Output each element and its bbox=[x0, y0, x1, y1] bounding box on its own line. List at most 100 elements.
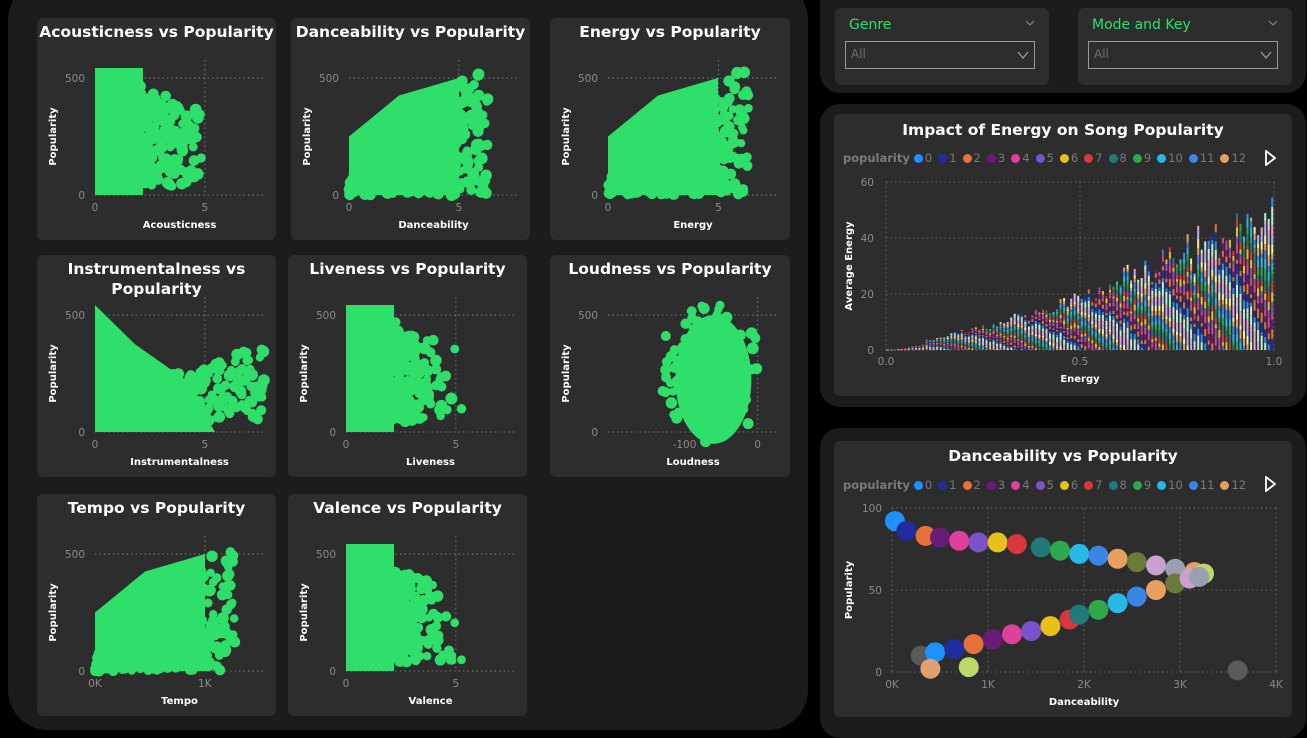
legend-item[interactable]: 12 bbox=[1220, 478, 1246, 492]
bar-segment bbox=[999, 336, 1002, 339]
legend-item[interactable]: 7 bbox=[1084, 478, 1103, 492]
bar-segment bbox=[1137, 291, 1140, 295]
bar-segment bbox=[960, 338, 963, 340]
bar-segment bbox=[1197, 335, 1200, 344]
legend-label: 2 bbox=[973, 478, 981, 492]
legend-item[interactable]: 12 bbox=[1220, 151, 1246, 165]
legend-item[interactable]: 10 bbox=[1157, 478, 1183, 492]
bar-segment bbox=[1073, 339, 1076, 344]
bar-segment bbox=[964, 342, 967, 344]
legend-item[interactable]: 0 bbox=[913, 151, 932, 165]
bar-segment bbox=[1087, 293, 1090, 297]
bar-segment bbox=[996, 347, 999, 349]
legend-item[interactable]: 2 bbox=[962, 478, 981, 492]
bar-segment bbox=[1257, 299, 1260, 304]
bar-segment bbox=[950, 343, 953, 345]
bar-segment bbox=[1112, 298, 1115, 303]
bar-segment bbox=[999, 326, 1002, 329]
chevron-down-icon[interactable] bbox=[1268, 18, 1278, 28]
bar-segment bbox=[1105, 296, 1108, 299]
bar-segment bbox=[964, 332, 967, 334]
bar-segment bbox=[1126, 333, 1129, 340]
bar-segment bbox=[1253, 322, 1256, 328]
play-icon[interactable] bbox=[1264, 476, 1276, 492]
legend-item[interactable]: 4 bbox=[1011, 151, 1030, 165]
bar-segment bbox=[1017, 318, 1020, 321]
legend-item[interactable]: 1 bbox=[938, 478, 957, 492]
bar-segment bbox=[943, 347, 946, 348]
bar-segment bbox=[1020, 340, 1023, 343]
legend-item[interactable]: 10 bbox=[1157, 151, 1183, 165]
play-icon[interactable] bbox=[1264, 150, 1276, 166]
bar-segment bbox=[1204, 343, 1207, 350]
bar-segment bbox=[1250, 268, 1253, 279]
legend-item[interactable]: 0 bbox=[913, 478, 932, 492]
data-point bbox=[925, 642, 946, 663]
bar-segment bbox=[1112, 339, 1115, 344]
legend-item[interactable]: 8 bbox=[1108, 478, 1127, 492]
data-point bbox=[218, 582, 227, 591]
legend-item[interactable]: 2 bbox=[962, 151, 981, 165]
bar-segment bbox=[1214, 275, 1217, 283]
bar-segment bbox=[1080, 317, 1083, 322]
data-point bbox=[425, 399, 436, 409]
bar-segment bbox=[1038, 322, 1041, 325]
chevron-down-icon[interactable] bbox=[1025, 18, 1035, 28]
bar-segment bbox=[1246, 213, 1249, 219]
data-point bbox=[1146, 580, 1166, 600]
legend-swatch bbox=[1084, 154, 1094, 163]
bar-segment bbox=[1017, 337, 1020, 339]
bar-segment bbox=[1158, 337, 1161, 344]
bar-segment bbox=[1236, 253, 1238, 260]
legend-item[interactable]: 5 bbox=[1035, 151, 1054, 165]
bar-segment bbox=[1236, 319, 1238, 328]
bar-segment bbox=[992, 339, 995, 342]
data-point bbox=[729, 81, 741, 93]
bar-segment bbox=[1147, 295, 1150, 301]
bar-segment bbox=[911, 346, 914, 348]
genre-dropdown-value: All bbox=[851, 47, 866, 61]
mode-key-dropdown[interactable]: All bbox=[1088, 41, 1278, 69]
legend-item[interactable]: 11 bbox=[1188, 478, 1214, 492]
bar-segment bbox=[939, 347, 942, 349]
bar-segment bbox=[1168, 344, 1171, 350]
legend-item[interactable]: 3 bbox=[986, 478, 1005, 492]
legend-item[interactable]: 6 bbox=[1059, 478, 1078, 492]
legend-item[interactable]: 4 bbox=[1011, 478, 1030, 492]
bar-segment bbox=[1260, 312, 1263, 323]
bar-segment bbox=[1197, 239, 1200, 249]
legend-item[interactable]: 3 bbox=[986, 151, 1005, 165]
bar-segment bbox=[999, 347, 1002, 349]
bar-segment bbox=[1172, 328, 1175, 333]
bar-segment bbox=[1137, 329, 1140, 332]
data-point bbox=[184, 382, 194, 391]
bar-segment bbox=[1151, 282, 1154, 285]
bar-segment bbox=[1027, 330, 1030, 333]
bar-segment bbox=[1197, 309, 1200, 316]
bar-segment bbox=[1218, 318, 1221, 322]
legend-item[interactable]: 1 bbox=[938, 151, 957, 165]
legend-item[interactable]: 8 bbox=[1108, 151, 1127, 165]
bar-segment bbox=[1020, 338, 1023, 341]
bar-segment bbox=[1024, 321, 1027, 323]
genre-dropdown[interactable]: All bbox=[845, 41, 1035, 69]
bar-segment bbox=[1211, 311, 1214, 321]
legend-item[interactable]: 7 bbox=[1084, 151, 1103, 165]
legend-item[interactable]: 9 bbox=[1132, 478, 1151, 492]
legend-item[interactable]: 11 bbox=[1188, 151, 1214, 165]
bar-segment bbox=[1151, 298, 1154, 302]
bar-segment bbox=[1112, 347, 1115, 350]
bar-segment bbox=[1027, 333, 1030, 335]
bar-segment bbox=[1228, 335, 1231, 344]
bar-segment bbox=[936, 349, 939, 350]
legend-item[interactable]: 5 bbox=[1035, 478, 1054, 492]
bar-segment bbox=[1186, 267, 1189, 272]
data-point bbox=[188, 155, 200, 166]
data-point bbox=[145, 166, 156, 177]
legend-item[interactable]: 9 bbox=[1132, 151, 1151, 165]
bar-segment bbox=[1133, 288, 1136, 292]
data-point bbox=[407, 572, 419, 584]
bar-segment bbox=[946, 344, 949, 346]
legend-item[interactable]: 6 bbox=[1059, 151, 1078, 165]
bar-segment bbox=[1161, 288, 1164, 296]
